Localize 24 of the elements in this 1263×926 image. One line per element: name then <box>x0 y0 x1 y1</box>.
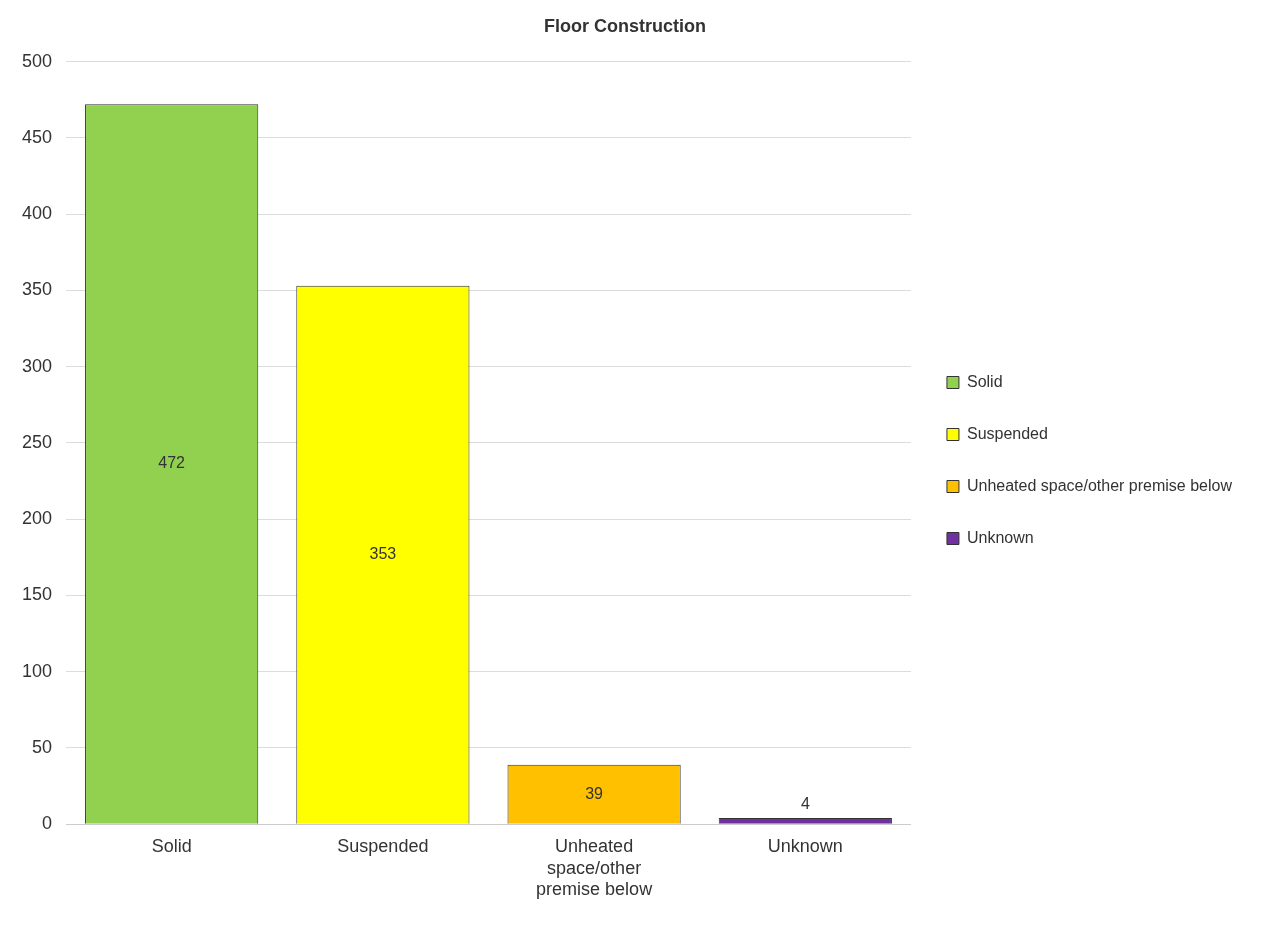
data-label: 4 <box>800 794 810 812</box>
y-tick-label: 100 <box>21 660 53 681</box>
y-tick-label: 0 <box>42 813 53 834</box>
data-label: 472 <box>158 454 186 472</box>
x-tick-label: Unknown <box>767 835 843 856</box>
chart-title: Floor Construction <box>544 15 706 36</box>
y-tick-label: 400 <box>21 203 53 224</box>
x-tick-label: Suspended <box>337 835 429 856</box>
y-tick-label: 300 <box>21 355 53 376</box>
y-tick-label: 450 <box>21 126 53 147</box>
y-tick-label: 350 <box>21 279 53 300</box>
legend-label: Suspended <box>966 424 1048 442</box>
y-tick-label: 200 <box>21 508 53 529</box>
y-tick-label: 250 <box>21 431 53 452</box>
data-label: 39 <box>585 784 604 802</box>
x-tick-label: Unheated space/other premise below <box>536 835 654 900</box>
x-tick-label: Solid <box>151 835 192 856</box>
legend-label: Unknown <box>966 528 1034 546</box>
legend-label: Unheated space/other premise below <box>966 476 1233 494</box>
y-tick-label: 500 <box>21 50 53 71</box>
y-tick-label: 150 <box>21 584 53 605</box>
y-tick-label: 50 <box>32 736 53 757</box>
legend-label: Solid <box>966 372 1003 390</box>
data-label: 353 <box>369 545 397 563</box>
